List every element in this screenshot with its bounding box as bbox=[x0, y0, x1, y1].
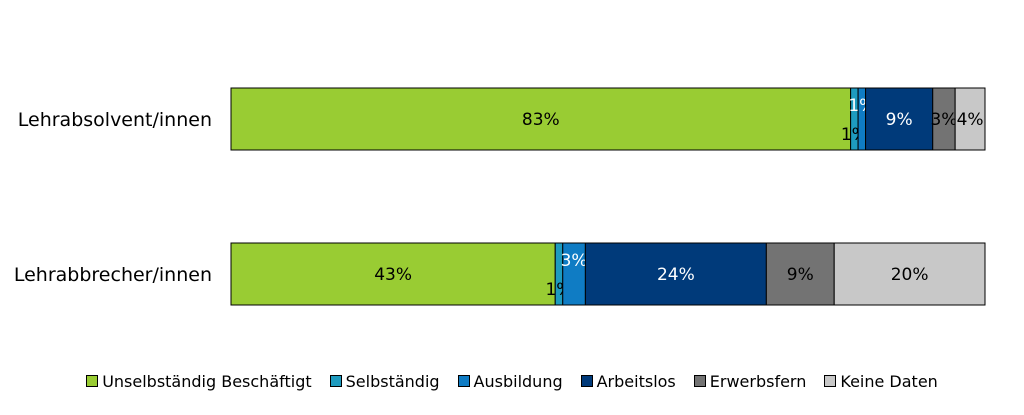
bar-segment bbox=[230, 87, 852, 151]
bar-segment bbox=[584, 242, 767, 306]
bar-segment bbox=[765, 242, 835, 306]
legend-item: Ausbildung bbox=[457, 371, 563, 391]
legend-item: Keine Daten bbox=[824, 371, 938, 391]
legend-swatch bbox=[580, 375, 593, 387]
data-label: 9% bbox=[886, 110, 913, 130]
legend-swatch bbox=[86, 375, 99, 387]
data-label: 20% bbox=[891, 265, 929, 285]
legend-label: Arbeitslos bbox=[596, 371, 676, 391]
legend-item: Unselbständig Beschäftigt bbox=[86, 371, 312, 391]
legend-item: Selbständig bbox=[329, 371, 440, 391]
legend-label: Keine Daten bbox=[840, 371, 938, 391]
legend-label: Erwerbsfern bbox=[709, 371, 807, 391]
legend-label: Unselbständig Beschäftigt bbox=[102, 371, 312, 391]
category-label: Lehrabbrecher/innen bbox=[14, 264, 212, 286]
bar-segment bbox=[833, 242, 986, 306]
data-label: 3% bbox=[930, 110, 957, 130]
legend-swatch bbox=[457, 375, 470, 387]
data-label: 9% bbox=[787, 265, 814, 285]
legend-item: Erwerbsfern bbox=[693, 371, 807, 391]
data-label: 83% bbox=[522, 110, 560, 130]
legend-label: Selbständig bbox=[345, 371, 440, 391]
bar-segment bbox=[954, 87, 986, 151]
data-label: 24% bbox=[657, 265, 695, 285]
legend-swatch bbox=[693, 375, 706, 387]
category-label: Lehrabsolvent/innen bbox=[18, 109, 212, 131]
bar-segment bbox=[865, 87, 934, 151]
bars-group: 83%1%1%9% 3% 4%43%1%3%24% 9% 20% bbox=[230, 87, 986, 306]
legend-swatch bbox=[824, 375, 837, 387]
data-label: 3% bbox=[561, 251, 588, 271]
legend: Unselbständig Beschäftigt Selbständig Ausb… bbox=[0, 368, 1024, 394]
bar-segment bbox=[230, 242, 556, 306]
legend-label: Ausbildung bbox=[473, 371, 563, 391]
data-label: 4% bbox=[957, 110, 984, 130]
stacked-bar-chart: 83%1%1%9% 3% 4%43%1%3%24% 9% 20% Lehrabsolve… bbox=[14, 87, 986, 306]
legend-swatch bbox=[329, 375, 342, 387]
legend-item: Arbeitslos bbox=[580, 371, 676, 391]
data-label: 43% bbox=[374, 265, 412, 285]
category-labels: Lehrabsolvent/innen Lehrabbrecher/innen bbox=[14, 109, 212, 286]
